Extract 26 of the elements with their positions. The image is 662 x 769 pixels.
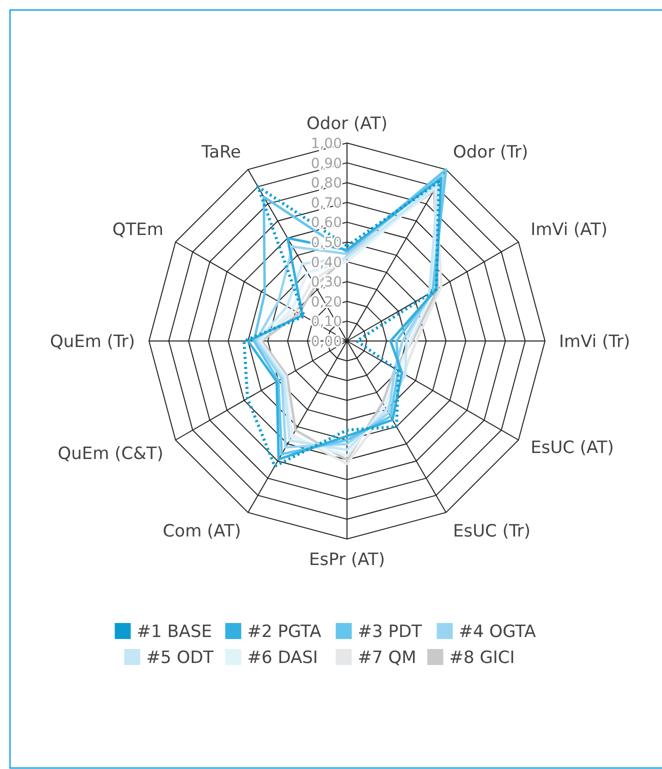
spoke-label: TaRe xyxy=(200,142,241,162)
y-tick-label: 1,00 xyxy=(310,136,342,152)
spoke-label: QuEm (C&T) xyxy=(58,444,164,464)
spoke-label: EsPr (AT) xyxy=(309,550,385,570)
spoke-label: Com (AT) xyxy=(162,522,241,542)
spoke-label: EsUC (AT) xyxy=(530,438,614,458)
y-tick-label: 0,30 xyxy=(310,274,342,291)
y-tick-label: 0,90 xyxy=(310,156,342,172)
spoke-label: EsUC (Tr) xyxy=(453,522,530,542)
spoke-label: QTEm xyxy=(112,220,164,240)
legend-label: #6 DASI xyxy=(247,648,318,668)
legend-label: #8 GICI xyxy=(449,648,515,668)
legend-label: #3 PDT xyxy=(358,622,423,642)
legend-label: #7 QM xyxy=(358,648,416,668)
spoke-label: Odor (AT) xyxy=(306,114,388,134)
spoke-label: ImVi (Tr) xyxy=(559,332,630,352)
legend-label: #4 OGTA xyxy=(458,622,536,642)
y-tick-label: 0,40 xyxy=(310,254,342,271)
legend-label: #5 ODT xyxy=(146,648,214,668)
legend-label: #1 BASE xyxy=(136,622,212,642)
spoke-label: Odor (Tr) xyxy=(453,142,528,162)
spoke-label: QuEm (Tr) xyxy=(50,332,135,352)
legend-label: #2 PGTA xyxy=(247,622,322,642)
y-tick-label: 0,80 xyxy=(310,176,342,192)
spoke-label: ImVi (AT) xyxy=(530,220,608,240)
y-tick-label: 0,70 xyxy=(310,195,342,212)
